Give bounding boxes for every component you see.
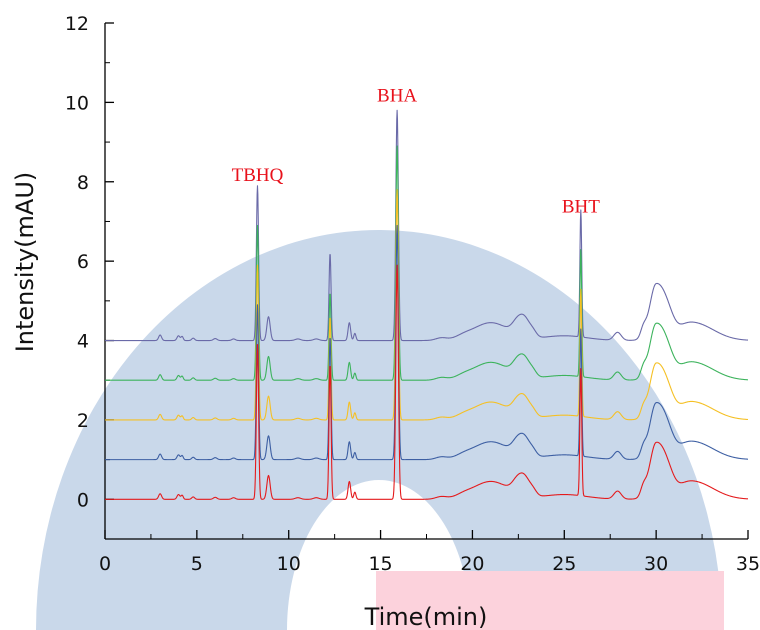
y-tick-label: 0 (77, 489, 89, 511)
y-tick-label: 8 (77, 172, 89, 194)
series-line (104, 224, 749, 461)
y-tick-label: 6 (77, 251, 89, 273)
peak-label: BHA (377, 85, 417, 106)
series-layer (104, 109, 749, 500)
y-axis-title: Intensity(mAU) (11, 172, 39, 353)
series-line (104, 109, 749, 342)
x-axis-title: Time(min) (364, 603, 488, 630)
x-tick-label: 20 (460, 553, 484, 575)
x-tick-label: 0 (99, 553, 111, 575)
peak-label: BHT (562, 197, 600, 218)
x-ticks: 0 5 10 15 20 25 30 35 (99, 530, 760, 575)
series-line (104, 264, 749, 500)
x-tick-label: 35 (736, 553, 760, 575)
series-line (104, 189, 749, 421)
y-tick-label: 4 (77, 331, 89, 353)
annotation-layer: TBHQ BHA BHT (232, 85, 601, 217)
y-tick-label: 10 (65, 92, 89, 114)
peak-label: TBHQ (232, 165, 284, 186)
x-tick-label: 25 (552, 553, 576, 575)
x-tick-label: 30 (644, 553, 668, 575)
y-tick-label: 2 (77, 410, 89, 432)
y-tick-label: 12 (65, 13, 89, 35)
x-tick-label: 15 (368, 553, 392, 575)
x-tick-label: 10 (277, 553, 301, 575)
series-line (104, 145, 749, 381)
background-pink-band (376, 571, 724, 630)
x-tick-label: 5 (191, 553, 203, 575)
background-watermark-ring (36, 230, 722, 630)
